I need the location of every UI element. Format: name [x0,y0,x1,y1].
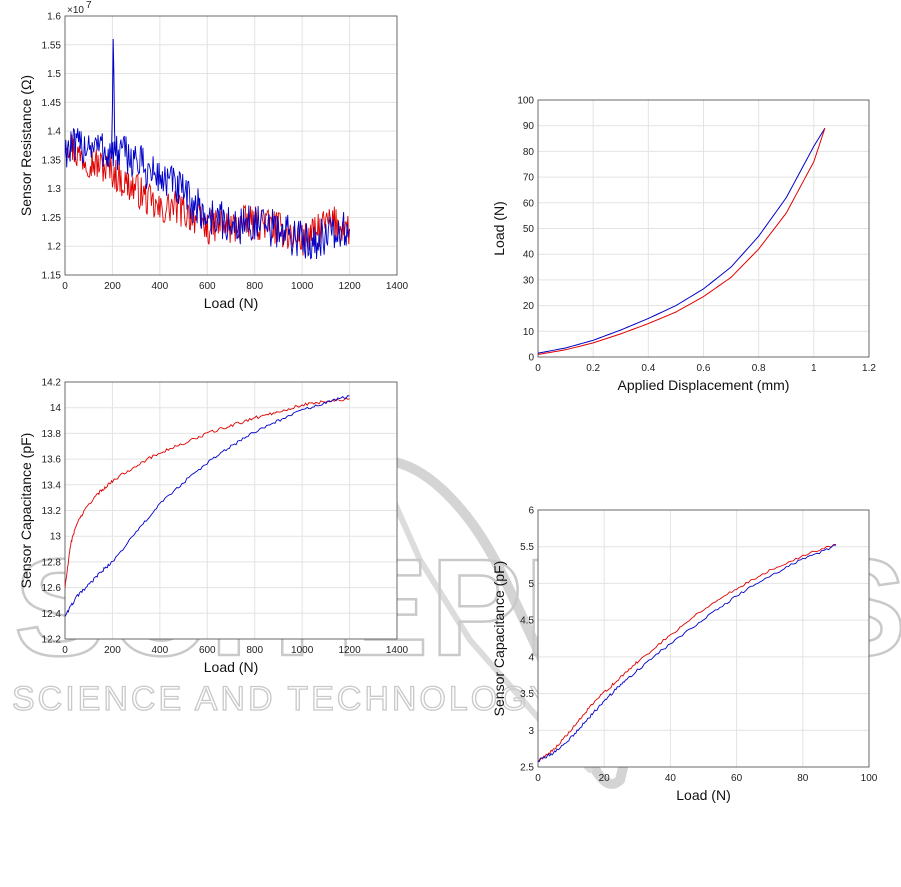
x-tick-label: 0 [535,363,541,374]
y-tick-label: 1.5 [47,69,61,80]
x-tick-label: 0 [535,773,541,784]
y-tick-label: 13.8 [42,429,62,440]
y-tick-label: 13.6 [42,455,62,466]
x-axis-label: Applied Displacement (mm) [618,377,790,393]
x-tick-label: 400 [152,645,169,656]
y-tick-label: 4.5 [520,616,534,627]
series-line-1 [538,544,836,762]
y-tick-label: 100 [517,96,534,107]
x-tick-label: 1400 [386,645,409,656]
x-tick-label: 0 [62,281,68,292]
y-axis-label: Sensor Resistance (Ω) [18,75,34,216]
y-tick-label: 80 [523,147,535,158]
y-tick-label: 14 [50,403,62,414]
series-line-1 [65,397,350,589]
x-tick-label: 1.2 [862,363,876,374]
y-tick-label: 13.4 [42,480,62,491]
y-tick-label: 1.25 [42,213,62,224]
x-tick-label: 1200 [338,281,361,292]
series-line-2 [538,128,826,355]
chart-capacitance-small: 0 20 40 60 80 100 2.5 3 3.5 4 4.5 5 5.5 6 Load (N) Sens… [491,506,878,804]
y-tick-label: 13.2 [42,506,62,517]
x-tick-label: 20 [599,773,611,784]
y-tick-label: 50 [523,224,535,235]
y-tick-label: 13 [50,532,62,543]
y-tick-label: 1.15 [42,271,62,282]
charts-group: 0 200 400 600 800 1000 1200 14001.151.21.251.31… [18,0,878,803]
x-tick-label: 1400 [386,281,409,292]
x-tick-label: 0 [62,645,68,656]
y-tick-label: 60 [523,198,535,209]
x-tick-label: 800 [246,645,263,656]
x-axis-label: Load (N) [204,295,258,311]
series-line-1 [65,134,351,256]
y-axis-label: Load (N) [491,201,507,255]
y-tick-label: 2.5 [520,763,534,774]
x-tick-label: 0.2 [586,363,600,374]
x-tick-label: 600 [199,645,216,656]
chart-load-displacement: 0 0.2 0.4 0.6 0.8 1 1.2 0 10 20 30 40 50 60 70 80 90 100 A… [491,96,876,394]
x-tick-label: 1200 [338,645,361,656]
y-tick-label: 1.45 [42,98,62,109]
y-tick-label: 1.35 [42,155,62,166]
y-tick-label: 5.5 [520,542,534,553]
series-line-2 [65,127,351,260]
series-line-2 [65,395,350,617]
y-tick-label: 90 [523,121,535,132]
chart-capacitance-large: 0 200 400 600 800 1000 1200 1400 12.2 12.4 12.6 12.… [18,378,409,676]
x-tick-label: 1 [811,363,817,374]
y-tick-label: 12.8 [42,557,62,568]
y-tick-label: 1.4 [47,127,61,138]
x-axis-label: Load (N) [676,787,730,803]
y-tick-label: 0 [528,353,534,364]
x-tick-label: 1000 [291,645,314,656]
series-line-2 [538,544,836,763]
y-tick-label: 6 [528,506,534,517]
y-tick-label: 40 [523,250,535,261]
y-axis-label: Sensor Capacitance (pF) [491,561,507,717]
y-tick-label: 10 [523,327,535,338]
plot-area [538,510,869,767]
x-tick-label: 60 [731,773,743,784]
x-axis-label: Load (N) [204,659,258,675]
x-tick-label: 0.4 [641,363,655,374]
y-tick-label: 1.55 [42,40,62,51]
series-line-1 [538,128,826,354]
y-tick-label: 12.2 [42,635,62,646]
x-tick-label: 600 [199,281,216,292]
series-spike [110,39,117,155]
chart-resistance: 0 200 400 600 800 1000 1200 1400 1.15 1.2 1.25 1.3 1… [18,0,409,311]
axes-frame [64,381,398,640]
y-tick-label: 3 [528,726,534,737]
y-tick-label: 12.4 [42,609,62,620]
x-tick-label: 200 [104,281,121,292]
x-tick-label: 200 [104,645,121,656]
x-tick-label: 0.6 [697,363,711,374]
x-tick-label: 100 [861,773,878,784]
y-tick-label: 4 [528,652,534,663]
x-tick-label: 40 [665,773,677,784]
y-multiplier-exponent: 7 [86,0,92,11]
x-tick-label: 1000 [291,281,314,292]
y-tick-label: 1.3 [47,184,61,195]
y-tick-label: 1.2 [47,242,61,253]
y-tick-label: 5 [528,579,534,590]
y-multiplier: ×10 [67,5,84,16]
x-tick-label: 80 [797,773,809,784]
y-tick-label: 70 [523,173,535,184]
x-tick-label: 400 [152,281,169,292]
y-tick-label: 1.6 [47,12,61,23]
y-axis-label: Sensor Capacitance (pF) [18,433,34,589]
x-tick-label: 800 [246,281,263,292]
y-tick-label: 3.5 [520,689,534,700]
y-tick-label: 14.2 [42,378,62,389]
axes-frame [537,99,870,358]
y-tick-label: 12.6 [42,583,62,594]
y-tick-label: 20 [523,301,535,312]
axes-frame [537,509,870,768]
x-tick-label: 0.8 [752,363,766,374]
y-tick-label: 30 [523,275,535,286]
